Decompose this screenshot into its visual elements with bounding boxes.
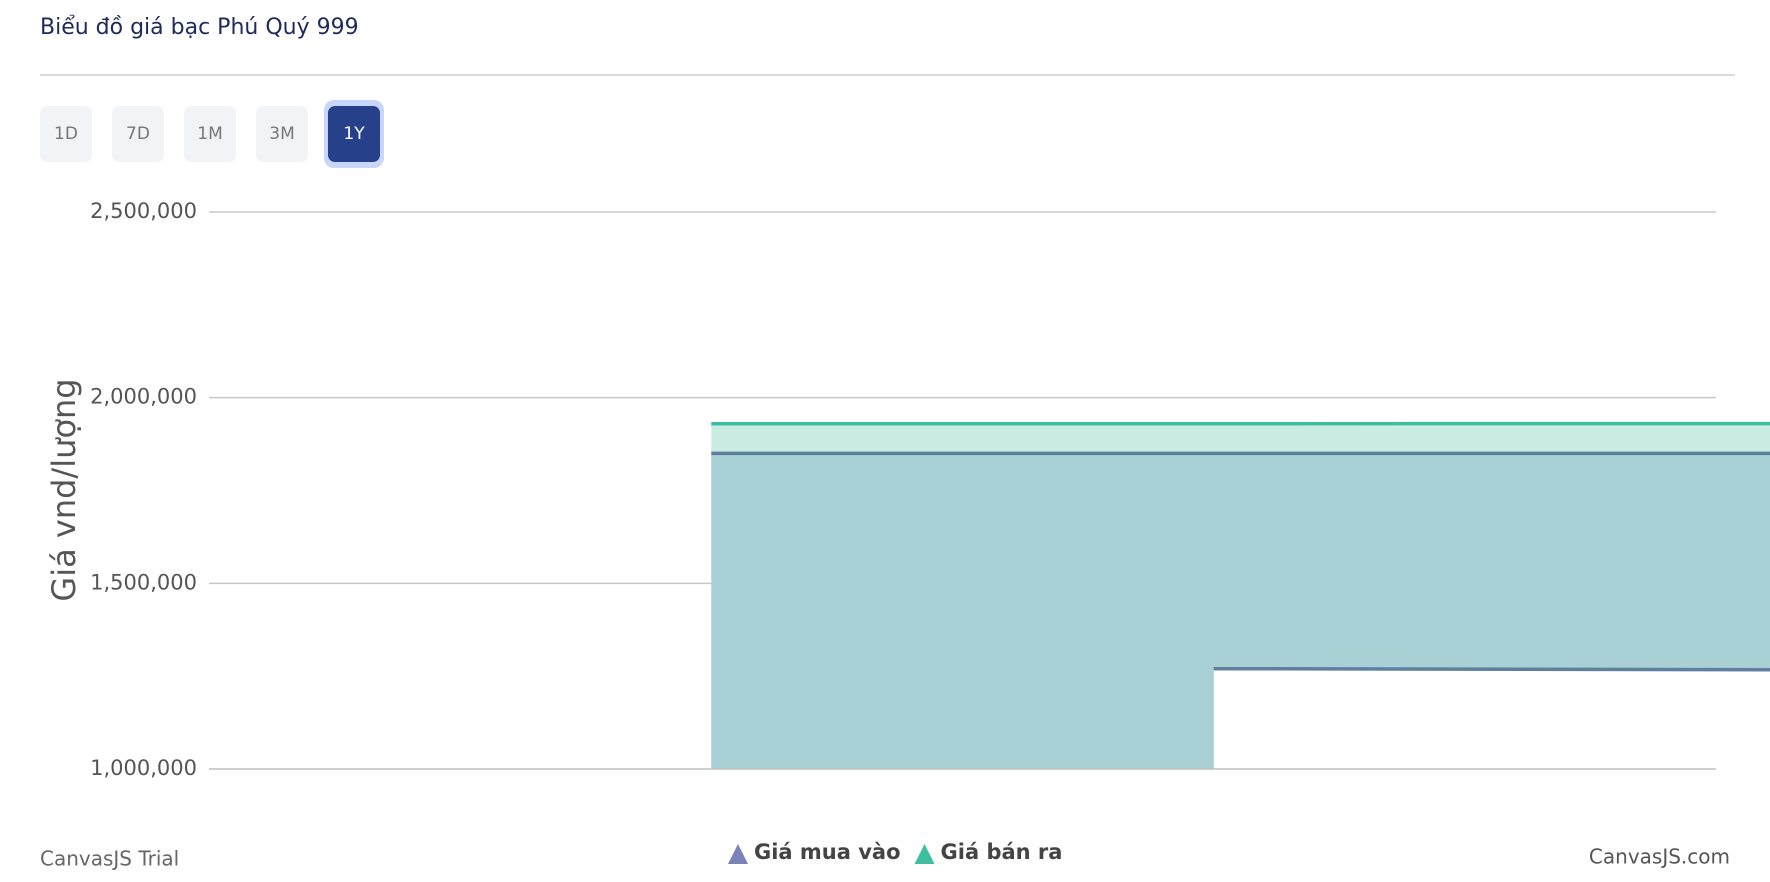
- range-button-label[interactable]: 1D: [54, 124, 78, 144]
- range-button[interactable]: [40, 106, 92, 162]
- page-title: Biểu đồ giá bạc Phú Quý 999: [40, 15, 359, 40]
- range-button-label[interactable]: 1Y: [343, 124, 365, 144]
- range-button[interactable]: [328, 106, 380, 162]
- range-buttons: 1D 7D 1M 3M 1Y: [40, 100, 384, 168]
- legend-marker: [728, 844, 748, 864]
- range-button-label[interactable]: 1M: [197, 124, 222, 144]
- range-button[interactable]: [112, 106, 164, 162]
- range-button-label[interactable]: 3M: [269, 124, 294, 144]
- legend-label[interactable]: Giá bán ra: [941, 840, 1063, 864]
- footer-left: CanvasJS Trial: [40, 847, 179, 871]
- range-button-label[interactable]: 7D: [126, 124, 150, 144]
- range-button[interactable]: [184, 106, 236, 162]
- range-button[interactable]: [256, 106, 308, 162]
- y-tick-label: 1,500,000: [90, 570, 197, 594]
- y-tick-label: 2,500,000: [90, 199, 197, 223]
- y-tick-label: 2,000,000: [90, 385, 197, 409]
- area: [711, 453, 1770, 769]
- legend: Giá mua vào Giá bán ra: [728, 840, 1062, 864]
- legend-marker: [914, 844, 935, 864]
- legend-label[interactable]: Giá mua vào: [754, 840, 901, 864]
- y-axis-title: Giá vnd/lượng: [45, 378, 83, 601]
- y-tick-label: 1,000,000: [90, 756, 197, 780]
- footer-right[interactable]: CanvasJS.com: [1589, 845, 1730, 869]
